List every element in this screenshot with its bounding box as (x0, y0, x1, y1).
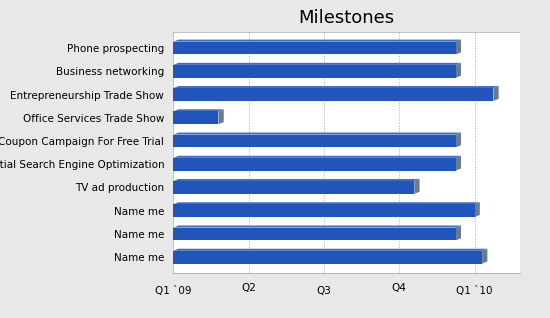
Text: Q3: Q3 (316, 286, 331, 296)
Polygon shape (482, 249, 487, 264)
Text: Q1 `10: Q1 `10 (456, 286, 493, 296)
Bar (173, 111, 218, 124)
Bar (173, 65, 456, 78)
Bar (173, 204, 475, 217)
Bar (173, 158, 456, 171)
Polygon shape (456, 225, 461, 240)
Polygon shape (173, 156, 461, 158)
Bar (173, 135, 456, 148)
Bar (173, 181, 414, 194)
Polygon shape (218, 109, 224, 124)
Bar (173, 42, 456, 54)
Polygon shape (173, 109, 224, 111)
Polygon shape (173, 179, 420, 181)
Bar (173, 251, 482, 264)
Polygon shape (173, 63, 461, 65)
Bar (173, 88, 493, 101)
Polygon shape (493, 86, 499, 101)
Polygon shape (173, 273, 525, 275)
Polygon shape (173, 39, 461, 42)
Polygon shape (173, 86, 499, 88)
Polygon shape (456, 39, 461, 54)
Polygon shape (456, 156, 461, 171)
Polygon shape (456, 133, 461, 148)
Polygon shape (414, 179, 420, 194)
Polygon shape (173, 249, 487, 251)
Polygon shape (173, 202, 480, 204)
Polygon shape (456, 63, 461, 78)
Polygon shape (173, 133, 461, 135)
Polygon shape (173, 225, 461, 228)
Text: Q1 `09: Q1 `09 (155, 286, 191, 296)
Title: Milestones: Milestones (299, 10, 394, 27)
Bar (173, 228, 456, 240)
Polygon shape (475, 202, 480, 217)
